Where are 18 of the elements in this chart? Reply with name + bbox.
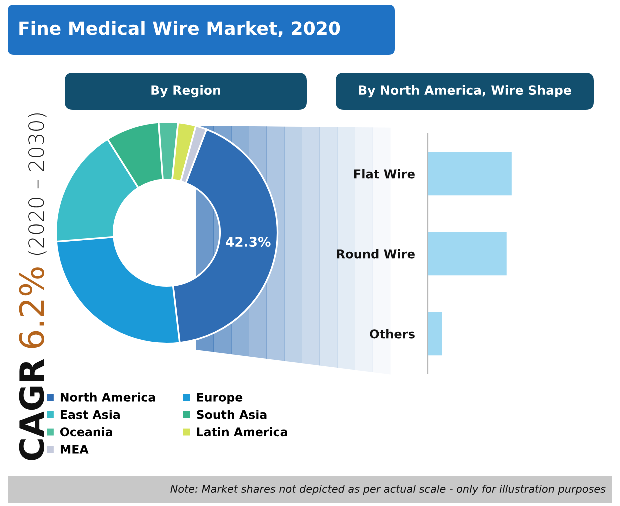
y-tick-label: Flat Wire [354, 169, 415, 179]
legend-label: Oceania [60, 427, 112, 437]
text: CAGR [19, 359, 44, 460]
legend-label: South Asia [197, 410, 267, 420]
y-tick-label: Round Wire [337, 249, 415, 259]
y-tick-label: Others [370, 329, 415, 339]
legend-label: MEA [60, 445, 89, 454]
text: 6.2% [19, 268, 44, 348]
data-label: 42.3% [226, 237, 271, 248]
text: Note: Market shares not depicted as per actual scale - only for illustration purposes [170, 484, 606, 496]
chart-subtitle: By Region [152, 85, 220, 98]
text: (2020 – 2030) [28, 114, 47, 256]
legend-label: North America [60, 392, 156, 402]
legend-label: Latin America [197, 427, 288, 437]
legend-label: East Asia [60, 410, 120, 420]
legend-label: Europe [197, 393, 243, 404]
chart-title: Fine Medical Wire Market, 2020 [20, 21, 340, 38]
chart-title: By North America, Wire Shape [359, 85, 572, 98]
